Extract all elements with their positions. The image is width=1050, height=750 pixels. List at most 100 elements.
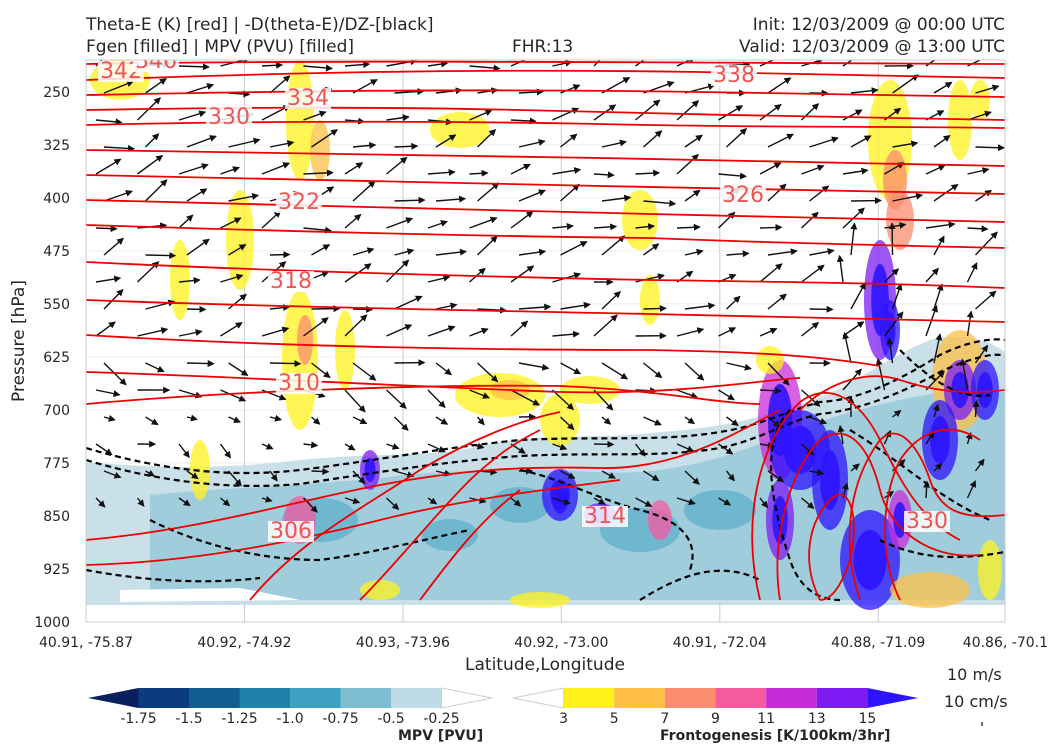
wind-vector: [726, 362, 752, 371]
wind-vector: [145, 252, 177, 260]
wind-vector: [303, 317, 329, 337]
wind-vector: [311, 305, 341, 313]
wind-vector: [842, 321, 865, 337]
wind-vector: [435, 362, 452, 376]
wind-vector: [560, 133, 578, 148]
wind-vector: [759, 162, 782, 175]
wind-vector: [518, 248, 547, 256]
theta-e-contour: [359, 429, 541, 601]
wind-vector: [684, 416, 696, 425]
forecast-hour: FHR:13: [512, 37, 574, 57]
wind-vector: [643, 416, 662, 426]
y-tick-label: 775: [43, 456, 70, 472]
fgen-cell: [360, 580, 400, 600]
wind-vector: [635, 99, 661, 121]
wind-vector: [601, 470, 616, 479]
theta-e-label: 330: [906, 509, 948, 534]
wind-vector: [801, 443, 815, 456]
wind-vector: [759, 327, 778, 337]
wind-vector: [967, 225, 989, 233]
wind-vector: [967, 167, 990, 175]
theta-e-label: 330: [208, 105, 250, 130]
fgen-colorbar-swatch: [715, 688, 767, 708]
wind-vector: [394, 88, 425, 96]
wind-vector: [974, 231, 998, 256]
wind-vector: [103, 144, 135, 152]
wind-vector: [311, 416, 321, 425]
wind-vector: [975, 84, 1000, 94]
theta-e-contour: [86, 479, 621, 566]
wind-vector: [883, 311, 904, 337]
theta-e-contour: [86, 60, 1005, 65]
wind-vector: [186, 238, 210, 256]
wind-vector: [601, 362, 629, 380]
wind-vector: [801, 264, 825, 283]
wind-vector: [95, 497, 106, 508]
wind-vector: [972, 400, 980, 418]
wind-vector: [427, 60, 449, 68]
theta-e-label-bg: [285, 88, 331, 109]
fgen-cell: [560, 376, 620, 404]
wind-vector: [228, 362, 249, 376]
wind-vector: [386, 217, 414, 229]
wind-vector: [394, 196, 426, 204]
fgen-cell: [170, 240, 190, 320]
wind-vector: [593, 389, 614, 411]
wind-vector: [394, 142, 419, 150]
wind-vector: [801, 211, 819, 229]
theta-e-contour: [86, 199, 1005, 223]
wind-vector: [228, 193, 260, 202]
wind-vector: [303, 169, 334, 177]
wind-vector: [518, 88, 544, 96]
theta-e-contour: [86, 69, 1005, 81]
wind-vector: [477, 128, 497, 148]
stability-contour: [899, 349, 991, 397]
wind-vector: [269, 140, 295, 148]
theta-e-contour: [86, 174, 1005, 195]
fgen-core: [783, 426, 817, 474]
fgen-core: [820, 450, 840, 510]
wind-vector: [801, 497, 815, 509]
wind-vector: [435, 195, 467, 203]
theta-e-label: 334: [287, 86, 329, 111]
wind-vector: [560, 183, 580, 202]
wind-vector: [974, 344, 989, 364]
theta-e-label-bg: [98, 61, 144, 82]
wind-vector: [932, 403, 940, 418]
x-tick-label: 40.86, -70.1: [963, 635, 1048, 651]
wind-vector: [95, 321, 116, 337]
wind-vector: [386, 497, 400, 511]
wind-vector: [435, 302, 458, 310]
fgen-cell: [890, 572, 970, 608]
wind-vector: [178, 277, 201, 285]
stability-contour: [879, 539, 1005, 559]
x-axis-label: Latitude,Longitude: [465, 655, 625, 675]
wind-vector: [469, 109, 493, 121]
wind-vector: [518, 189, 546, 202]
wind-vector: [601, 139, 627, 148]
wind-vector: [925, 164, 946, 175]
wind-vector: [966, 480, 976, 499]
theta-e-label-bg: [711, 65, 757, 86]
fgen-colorbar-tick-label: 3: [559, 711, 568, 727]
wind-vector: [718, 327, 737, 337]
wind-vector: [850, 135, 872, 148]
wind-vector: [261, 326, 290, 337]
theta-e-contour: [848, 432, 1005, 601]
wind-vector: [311, 244, 331, 256]
wind-vector: [643, 362, 663, 379]
wind-vector: [344, 443, 356, 451]
wind-vector: [809, 248, 835, 256]
wind-vector: [186, 83, 215, 94]
wind-vector: [767, 133, 794, 148]
stability-contour: [86, 568, 261, 583]
wind-vector: [145, 133, 160, 148]
vector-key-horizontal: 10 m/s: [947, 665, 1002, 684]
wind-vector: [601, 290, 621, 310]
x-axis-ticks: 40.91, -75.87 40.92, -74.92 40.93, -73.96 4…: [39, 635, 1048, 651]
wind-vector: [676, 443, 695, 452]
wind-vector: [477, 362, 499, 383]
wind-vector: [510, 320, 529, 337]
theta-e-label-bg: [276, 192, 322, 213]
mpv-colorbar-tick-label: -1.0: [276, 711, 303, 727]
